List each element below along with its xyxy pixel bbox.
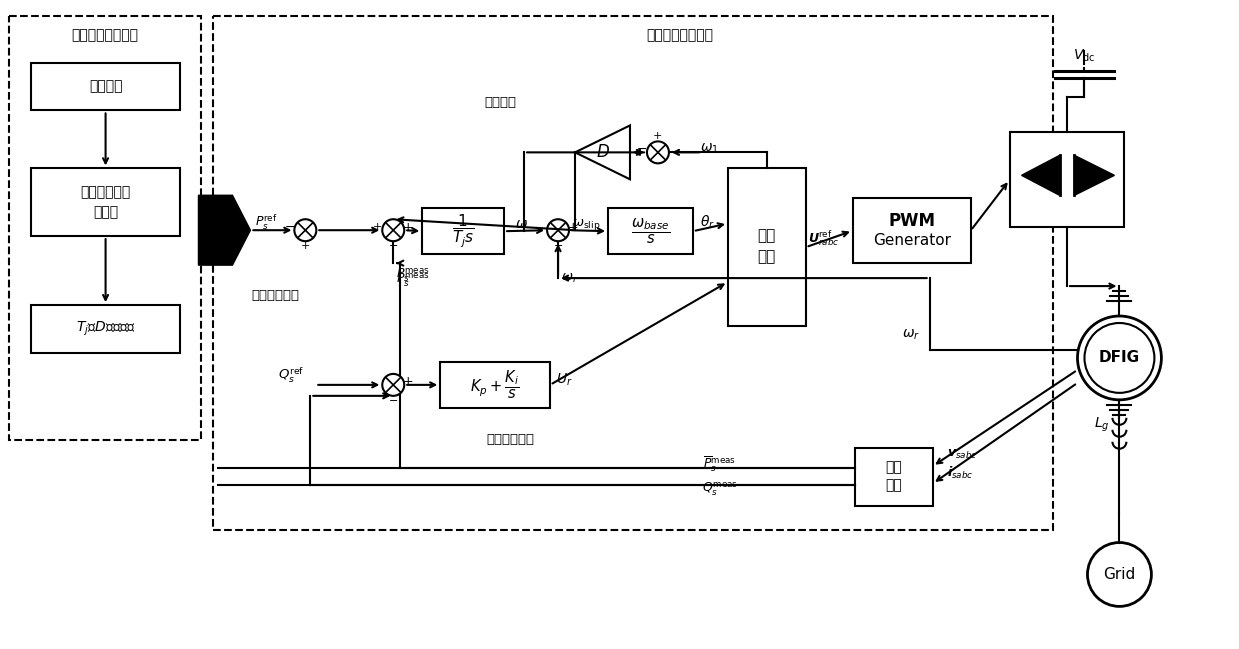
Text: $\boldsymbol{U}_{rabc}^{\rm ref}$: $\boldsymbol{U}_{rabc}^{\rm ref}$ <box>808 228 839 248</box>
Circle shape <box>1084 323 1155 393</box>
Text: Grid: Grid <box>1103 567 1136 582</box>
Text: $P_s^{\rm meas}$: $P_s^{\rm meas}$ <box>396 266 430 284</box>
Text: Generator: Generator <box>872 233 950 248</box>
Text: 有功功率控制: 有功功率控制 <box>252 289 300 302</box>
Text: 方程: 方程 <box>758 250 776 265</box>
Text: 频域阻抗稳定: 频域阻抗稳定 <box>81 185 130 199</box>
Text: $U_r$: $U_r$ <box>556 372 572 388</box>
FancyBboxPatch shape <box>31 305 181 353</box>
Text: $P_s^{\rm ref}$: $P_s^{\rm ref}$ <box>255 212 278 232</box>
Text: 同步: 同步 <box>758 228 776 243</box>
Circle shape <box>1078 316 1161 400</box>
FancyBboxPatch shape <box>422 208 504 254</box>
Polygon shape <box>1021 155 1059 195</box>
Text: +: + <box>653 131 663 141</box>
Circle shape <box>295 219 316 241</box>
Text: 性分析: 性分析 <box>93 205 118 219</box>
Text: +: + <box>301 241 310 251</box>
Text: $K_p+\dfrac{K_i}{s}$: $K_p+\dfrac{K_i}{s}$ <box>471 369 520 401</box>
Text: +: + <box>373 222 382 232</box>
Text: $T_j$、$D$参数选取: $T_j$、$D$参数选取 <box>76 320 135 338</box>
Circle shape <box>383 219 404 241</box>
Circle shape <box>1088 543 1151 606</box>
Text: $\dfrac{1}{T_j s}$: $\dfrac{1}{T_j s}$ <box>452 212 475 250</box>
Polygon shape <box>575 125 629 179</box>
FancyBboxPatch shape <box>855 448 933 506</box>
Text: $P_s^{\rm meas}$: $P_s^{\rm meas}$ <box>396 271 430 289</box>
FancyBboxPatch shape <box>213 16 1052 530</box>
Text: −: − <box>554 241 563 251</box>
Text: 计算: 计算 <box>886 479 902 493</box>
Text: +: + <box>403 221 414 234</box>
Text: $\omega_r$: $\omega_r$ <box>902 328 919 342</box>
Circle shape <box>383 374 404 396</box>
Text: $\overline{P}_s^{\rm meas}$: $\overline{P}_s^{\rm meas}$ <box>704 455 736 474</box>
Circle shape <box>548 219 569 241</box>
Text: PWM: PWM <box>888 212 935 230</box>
Text: $\theta_r$: $\theta_r$ <box>700 214 715 231</box>
Text: $Q_s^{\rm ref}$: $Q_s^{\rm ref}$ <box>279 365 305 385</box>
Text: $V_{\rm dc}$: $V_{\rm dc}$ <box>1073 47 1095 64</box>
Text: $\boldsymbol{i}_{sabc}$: $\boldsymbol{i}_{sabc}$ <box>947 465 973 481</box>
Text: 阻尼控制: 阻尼控制 <box>484 96 517 109</box>
Text: 功率: 功率 <box>886 461 902 474</box>
Text: +: + <box>403 375 414 388</box>
Text: −: − <box>389 241 398 251</box>
Text: $\omega_{\rm slip}$: $\omega_{\rm slip}$ <box>572 217 601 232</box>
Polygon shape <box>198 195 250 265</box>
Text: DFIG: DFIG <box>1099 350 1140 365</box>
Polygon shape <box>1074 155 1114 195</box>
FancyBboxPatch shape <box>9 16 202 440</box>
Text: 无功功率控制: 无功功率控制 <box>486 434 534 447</box>
Text: $\dfrac{\omega_{base}}{s}$: $\dfrac{\omega_{base}}{s}$ <box>631 217 670 246</box>
Circle shape <box>647 141 669 164</box>
Text: $\omega_1$: $\omega_1$ <box>700 141 719 156</box>
Text: −: − <box>389 396 398 406</box>
FancyBboxPatch shape <box>1010 132 1125 227</box>
Text: $Q_s^{\rm meas}$: $Q_s^{\rm meas}$ <box>701 481 738 498</box>
FancyBboxPatch shape <box>31 62 181 110</box>
Text: $\omega_r$: $\omega_r$ <box>561 271 579 285</box>
Text: +: + <box>567 221 579 234</box>
Text: 同步参数选取模块: 同步参数选取模块 <box>72 29 139 43</box>
FancyBboxPatch shape <box>608 208 693 254</box>
Text: 阻抗建模: 阻抗建模 <box>89 80 123 93</box>
FancyBboxPatch shape <box>31 168 181 236</box>
Text: $L_g$: $L_g$ <box>1094 415 1109 434</box>
FancyBboxPatch shape <box>440 362 550 408</box>
Text: −: − <box>637 143 647 156</box>
Text: $\boldsymbol{v}_{sabc}$: $\boldsymbol{v}_{sabc}$ <box>947 448 978 461</box>
Text: $\omega$: $\omega$ <box>515 217 528 231</box>
FancyBboxPatch shape <box>727 168 805 326</box>
Text: 虚拟同步控制模块: 虚拟同步控制模块 <box>647 29 714 43</box>
FancyBboxPatch shape <box>852 199 970 263</box>
Text: −: − <box>285 221 296 234</box>
Text: $D$: $D$ <box>596 143 610 162</box>
